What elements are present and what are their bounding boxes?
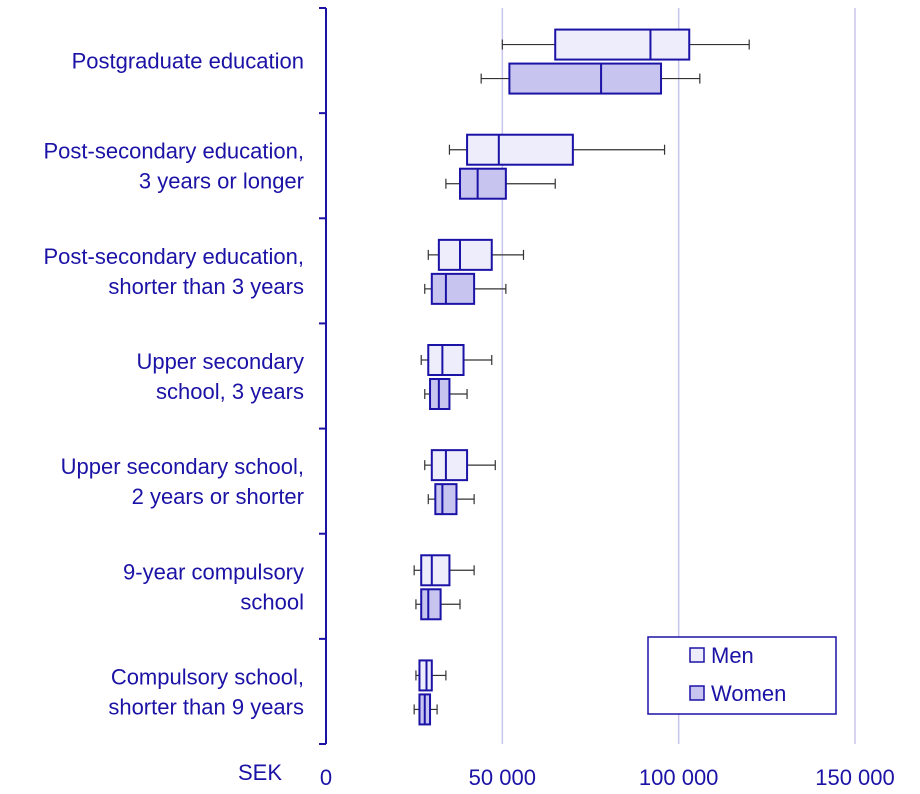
box-iqr [466, 133, 574, 166]
category-label: Post-secondary education, 3 years or long… [44, 139, 305, 194]
box-women-5 [415, 588, 461, 621]
unit-label: SEK [238, 760, 282, 785]
box-iqr [437, 238, 493, 271]
legend: Men Women [647, 636, 837, 715]
category-label: Compulsory school, shorter than 9 years [108, 664, 304, 719]
category-label-line: 2 years or shorter [132, 484, 304, 509]
x-tick-label: 100 000 [639, 765, 719, 790]
category-label-line: 3 years or longer [139, 169, 304, 194]
box-iqr [430, 272, 476, 305]
category-label-line: school, 3 years [156, 379, 304, 404]
box-iqr [420, 554, 451, 587]
box-women-2 [424, 272, 507, 305]
box-men-1 [448, 133, 666, 166]
box-iqr [427, 344, 465, 376]
box-men-5 [413, 554, 475, 587]
box-men-4 [424, 449, 496, 482]
x-tick-label: 150 000 [815, 765, 895, 790]
legend-box [647, 636, 837, 715]
box-women-6 [413, 693, 438, 726]
box-iqr [554, 28, 691, 61]
category-label-line: shorter than 3 years [108, 274, 304, 299]
box-women-4 [427, 483, 475, 516]
category-label-line: shorter than 9 years [108, 694, 304, 719]
category-label-line: 9-year compulsory [123, 559, 304, 584]
x-tick-label: 50 000 [469, 765, 536, 790]
category-label: 9-year compulsory school [123, 559, 304, 614]
category-label: Postgraduate education [72, 49, 304, 74]
category-label-line: Upper secondary [136, 349, 304, 374]
category-label-line: Post-secondary education, [44, 244, 305, 269]
legend-label-men: Men [711, 643, 754, 668]
category-label: Upper secondary school, 2 years or shorte… [61, 454, 304, 509]
box-women-1 [445, 167, 556, 200]
legend-swatch-women [689, 685, 705, 701]
box-women-3 [424, 378, 468, 410]
category-label-line: Postgraduate education [72, 49, 304, 74]
box-iqr [430, 449, 469, 482]
category-label-line: Upper secondary school, [61, 454, 304, 479]
box-men-0 [501, 28, 750, 61]
box-women-0 [480, 62, 701, 95]
box-men-3 [420, 344, 493, 376]
category-label-line: school [240, 589, 304, 614]
box-iqr [508, 62, 663, 95]
legend-label-women: Women [711, 681, 786, 706]
box-iqr [434, 483, 458, 516]
box-men-6 [415, 659, 447, 692]
box-iqr [459, 167, 507, 200]
category-label: Post-secondary education, shorter than 3 … [44, 244, 305, 299]
box-men-2 [427, 238, 525, 271]
category-label-line: Compulsory school, [111, 664, 304, 689]
category-label-line: Post-secondary education, [44, 139, 305, 164]
box-iqr [420, 588, 442, 621]
category-label: Upper secondary school, 3 years [136, 349, 304, 404]
legend-swatch-men [689, 647, 705, 663]
x-tick-label: 0 [320, 765, 332, 790]
